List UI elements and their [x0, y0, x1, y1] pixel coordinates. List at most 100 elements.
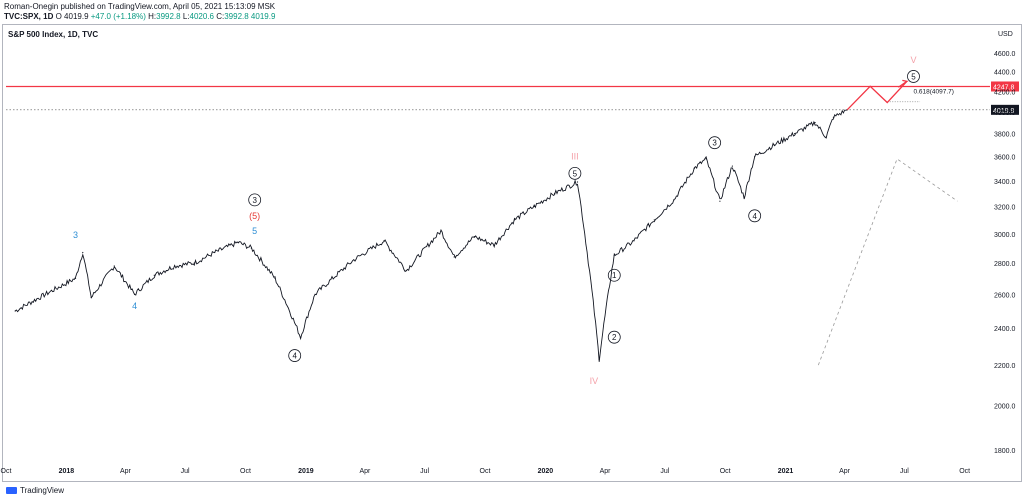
price-point — [153, 274, 155, 276]
price-point — [113, 265, 115, 267]
current-price-tag — [991, 104, 1019, 115]
price-point — [214, 251, 216, 254]
y-tick-label: 2200.0 — [994, 363, 1016, 370]
y-tick-label: 3200.0 — [994, 204, 1016, 211]
price-point — [832, 116, 835, 118]
wave-label: 2 — [612, 333, 617, 342]
price-point — [383, 240, 385, 242]
y-tick-label: 4200.0 — [994, 89, 1016, 96]
wave-circle — [907, 70, 920, 83]
x-tick-label: Jul — [420, 468, 429, 475]
currency-label: USD — [998, 31, 1013, 38]
x-tick-label: 2018 — [59, 468, 75, 475]
wave-circle — [568, 166, 582, 180]
price-point — [705, 158, 707, 160]
price-point — [513, 219, 516, 221]
y-tick-label: 4600.0 — [994, 51, 1016, 58]
wave-label: 4 — [292, 352, 297, 361]
price-point — [794, 133, 796, 135]
wave-label: III — [571, 152, 579, 162]
y-tick-label: 4000.0 — [994, 110, 1016, 117]
x-tick-label: Jul — [660, 468, 669, 475]
x-tick-label: Oct — [720, 468, 731, 475]
price-point — [134, 293, 136, 295]
wave-circle — [748, 209, 762, 223]
fib-label: 0.618(4097.7) — [913, 88, 953, 95]
chart-frame — [2, 24, 1022, 482]
x-tick-label: 2019 — [298, 468, 314, 475]
x-tick-label: Apr — [359, 468, 371, 475]
price-point — [693, 167, 695, 170]
y-tick-label: 2600.0 — [994, 292, 1016, 299]
price-point — [719, 200, 721, 202]
resistance-price-tag — [991, 81, 1019, 92]
x-tick-label: Oct — [240, 468, 251, 475]
price-point — [314, 293, 316, 295]
projection-lines — [817, 79, 958, 366]
publisher-line: Roman-Onegin published on TradingView.co… — [4, 2, 276, 11]
price-point — [74, 277, 77, 279]
price-point — [82, 251, 84, 254]
current-price-label: 4019.9 — [993, 108, 1015, 115]
c-value: 3992.8 — [224, 12, 249, 21]
wave-label: 5 — [252, 226, 257, 236]
l-value: 4020.6 — [189, 12, 214, 21]
x-tick-label: Jul — [181, 468, 190, 475]
wave-label: 5 — [911, 72, 916, 81]
price-line — [14, 109, 848, 362]
symbol-ohlc-line: TVC:SPX, 1D O 4019.9 +47.0 (+1.18%) H:39… — [4, 12, 275, 22]
horizontal-lines: 4247.8 4019.9 0.618(4097.7) — [6, 81, 1019, 115]
price-point — [754, 155, 756, 158]
change-value: +47.0 (+1.18%) — [90, 12, 146, 21]
footer-brand: TradingView — [20, 486, 65, 495]
price-point — [353, 259, 355, 261]
x-tick-label: 2021 — [778, 468, 794, 475]
price-point — [90, 297, 92, 299]
price-point — [743, 196, 745, 198]
y-tick-label: 1800.0 — [994, 448, 1016, 455]
price-point — [453, 256, 455, 258]
wave-circle — [708, 136, 722, 150]
y-tick-label: 2400.0 — [994, 326, 1016, 333]
projection-zigzag — [846, 80, 908, 111]
price-axis: 4600.0 4400.0 4200.0 4000.0 3800.0 3600.0 3400… — [994, 31, 1016, 455]
price-point — [493, 244, 495, 246]
price-point — [633, 240, 635, 242]
price-point — [174, 265, 176, 267]
x-tick-label: Apr — [600, 468, 612, 475]
price-point — [653, 219, 655, 221]
wave-circle — [288, 349, 302, 362]
price-point — [576, 181, 579, 183]
price-point — [613, 254, 615, 257]
price-point — [237, 241, 239, 243]
x-tick-label: Jul — [900, 468, 909, 475]
y-tick-label: 4400.0 — [994, 70, 1016, 77]
wave-label: 3 — [252, 196, 257, 205]
price-point — [825, 136, 827, 138]
y-tick-label: 3800.0 — [994, 132, 1016, 139]
x-tick-label: Oct — [480, 468, 491, 475]
price-point — [405, 270, 407, 272]
x-tick-label: 2020 — [538, 468, 554, 475]
l-label: L: — [182, 12, 190, 21]
y-tick-label: 2800.0 — [994, 261, 1016, 268]
wave-label: IV — [590, 376, 599, 386]
y-tick-label: 2000.0 — [994, 403, 1016, 410]
wave-label: 4 — [752, 212, 757, 221]
o-value: 4019.9 — [64, 12, 89, 21]
projection-arrowhead — [898, 79, 909, 88]
symbol-label: TVC:SPX, 1D — [4, 12, 54, 21]
y-tick-label: 3000.0 — [994, 232, 1016, 239]
price-point — [731, 165, 733, 167]
resistance-price-label: 4247.8 — [993, 84, 1015, 91]
price-point — [14, 310, 16, 312]
price-point — [440, 230, 442, 232]
wave-label: 3 — [712, 139, 717, 148]
wave-label: 4 — [132, 301, 137, 311]
extra-value: 4019.9 — [250, 12, 276, 21]
y-tick-label: 3400.0 — [994, 179, 1016, 186]
price-point — [773, 144, 775, 146]
x-tick-label: Apr — [120, 468, 132, 475]
o-label: O — [55, 12, 62, 21]
